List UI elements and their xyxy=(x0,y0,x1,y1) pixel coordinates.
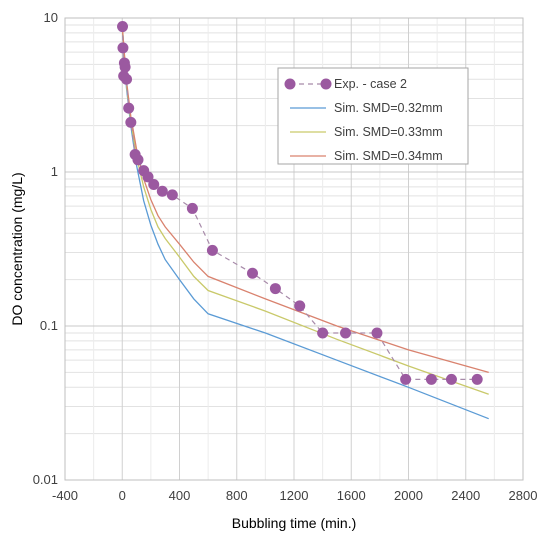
data-point xyxy=(425,373,437,385)
y-tick-labels: 0.01 0.1 1 10 xyxy=(33,10,58,487)
data-point xyxy=(269,283,281,295)
data-point xyxy=(121,73,133,85)
data-point xyxy=(317,327,329,339)
data-point xyxy=(123,102,135,114)
x-tick-label: 800 xyxy=(226,488,248,503)
data-point xyxy=(142,171,154,183)
data-point xyxy=(117,42,129,54)
data-point xyxy=(156,185,168,197)
series-line xyxy=(121,26,489,395)
plot-area-frame xyxy=(64,17,524,481)
data-point xyxy=(166,189,178,201)
data-point xyxy=(400,373,412,385)
x-tick-label: 2400 xyxy=(451,488,480,503)
data-point xyxy=(294,300,306,312)
data-point xyxy=(125,116,137,128)
data-point xyxy=(246,267,258,279)
y-tick-label: 0.01 xyxy=(33,472,58,487)
legend-label: Exp. - case 2 xyxy=(334,77,407,91)
y-axis-title: DO concentration (mg/L) xyxy=(9,172,25,325)
data-point xyxy=(186,202,198,214)
legend-label: Sim. SMD=0.34mm xyxy=(334,149,443,163)
x-tick-label: 0 xyxy=(119,488,126,503)
data-point xyxy=(119,61,131,73)
legend-marker xyxy=(284,78,296,90)
x-tick-label: 1600 xyxy=(337,488,366,503)
legend: Exp. - case 2 Sim. SMD=0.32mm Sim. SMD=0.3… xyxy=(277,67,469,165)
x-tick-label: -400 xyxy=(52,488,78,503)
y-tick-label: 0.1 xyxy=(40,318,58,333)
data-point xyxy=(132,154,144,166)
data-point xyxy=(445,373,457,385)
series-layer xyxy=(117,21,489,420)
x-tick-label: 400 xyxy=(169,488,191,503)
data-point xyxy=(117,21,129,33)
y-tick-label: 10 xyxy=(44,10,58,25)
data-point xyxy=(148,178,160,190)
legend-marker xyxy=(320,78,332,90)
data-point xyxy=(471,373,483,385)
x-tick-label: 2800 xyxy=(509,488,538,503)
x-axis-title: Bubbling time (min.) xyxy=(232,515,357,531)
data-point xyxy=(340,327,352,339)
legend-label: Sim. SMD=0.32mm xyxy=(334,101,443,115)
data-point xyxy=(371,327,383,339)
x-tick-label: 2000 xyxy=(394,488,423,503)
x-tick-label: 1200 xyxy=(280,488,309,503)
y-tick-label: 1 xyxy=(51,164,58,179)
data-point xyxy=(206,244,218,256)
x-tick-labels: -400 0 400 800 1200 1600 2000 2400 2800 xyxy=(52,488,537,503)
legend-label: Sim. SMD=0.33mm xyxy=(334,125,443,139)
